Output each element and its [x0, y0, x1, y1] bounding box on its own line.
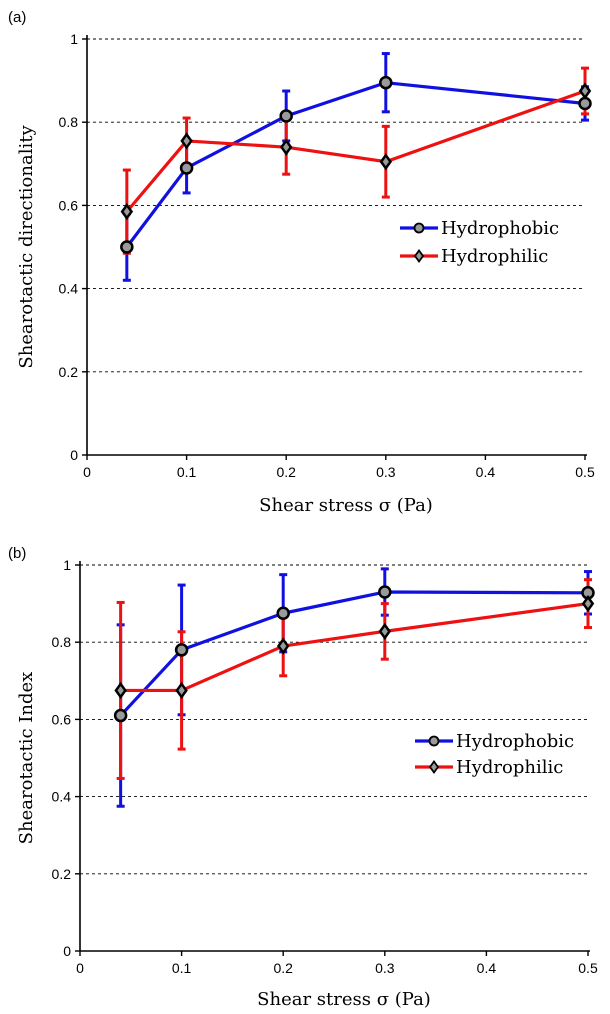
y-tick-label: 0.6: [52, 711, 72, 727]
x-axis-title: Shear stress σ (Pa): [257, 989, 431, 1010]
marker-hydrophobic: [113, 708, 128, 723]
marker-hydrophilic: [379, 153, 393, 171]
x-tick-label: 0.4: [476, 464, 496, 480]
y-axis-title: Shearotactic directionality: [16, 125, 37, 369]
x-tick-label: 0.5: [578, 960, 598, 976]
marker-hydrophilic: [175, 681, 188, 700]
marker-hydrophilic: [276, 637, 290, 655]
x-tick-label: 0.1: [172, 960, 192, 976]
marker-hydrophilic: [180, 132, 193, 150]
y-tick-label: 1: [63, 557, 71, 573]
y-tick-label: 0.8: [52, 634, 72, 650]
y-tick-label: 0: [63, 943, 71, 959]
legend-marker-hydrophilic: [413, 248, 425, 264]
x-axis-title: Shear stress σ (Pa): [259, 495, 433, 516]
x-tick-label: 0.3: [375, 960, 395, 976]
marker-hydrophobic: [179, 161, 194, 175]
y-tick-label: 1: [70, 31, 78, 47]
y-tick-label: 0.4: [59, 281, 79, 297]
y-tick-label: 0.4: [52, 789, 72, 805]
marker-hydrophilic: [114, 681, 127, 700]
legend-marker-hydrophobic: [413, 222, 425, 234]
marker-hydrophobic: [279, 109, 293, 123]
panel-label: (a): [8, 9, 26, 26]
series-line-hydrophilic: [125, 89, 586, 213]
series-line-hydrophobic: [119, 590, 589, 717]
chart-panel-b: (b) 0 0.2 0.4 0.6 0.8 1 0 0.1 0.2 0.3 0.4 0.5 Shear s…: [8, 545, 598, 1010]
legend-marker-hydrophilic: [428, 759, 440, 775]
x-tick-label: 0: [83, 464, 91, 480]
marker-hydrophilic: [120, 203, 134, 221]
y-tick-label: 0.6: [59, 197, 79, 213]
marker-hydrophobic: [276, 606, 290, 620]
x-tick-label: 0.5: [575, 464, 595, 480]
x-tick-label: 0: [76, 960, 84, 976]
y-tick-label: 0.2: [59, 364, 79, 380]
marker-hydrophobic: [378, 585, 392, 599]
panel-label: (b): [8, 545, 26, 562]
chart-panel-a: (a) 0 0.2 0.4 0.6 0.8 1 0 0.1 0.2 0.3 0.4 0.5 Shear s…: [8, 9, 595, 516]
legend-marker-hydrophobic: [428, 735, 440, 747]
x-tick-label: 0.2: [273, 960, 293, 976]
x-tick-label: 0.3: [376, 464, 396, 480]
marker-hydrophobic: [174, 643, 189, 657]
x-tick-label: 0.2: [276, 464, 296, 480]
marker-hydrophilic: [279, 138, 293, 156]
legend-label-hydrophilic: Hydrophilic: [441, 246, 548, 267]
y-axis-title: Shearotactic Index: [16, 672, 37, 845]
marker-hydrophobic: [120, 240, 134, 254]
marker-hydrophilic: [578, 82, 592, 100]
legend-label-hydrophilic: Hydrophilic: [456, 757, 563, 778]
x-tick-label: 0.4: [477, 960, 497, 976]
y-tick-label: 0: [70, 447, 78, 463]
x-tick-label: 0.1: [177, 464, 197, 480]
marker-hydrophobic: [379, 75, 393, 90]
y-tick-label: 0.2: [52, 866, 72, 882]
marker-hydrophilic: [378, 622, 392, 641]
y-tick-label: 0.8: [59, 114, 79, 130]
legend-label-hydrophobic: Hydrophobic: [456, 731, 574, 752]
marker-hydrophilic: [581, 594, 595, 613]
legend-label-hydrophobic: Hydrophobic: [441, 218, 559, 239]
